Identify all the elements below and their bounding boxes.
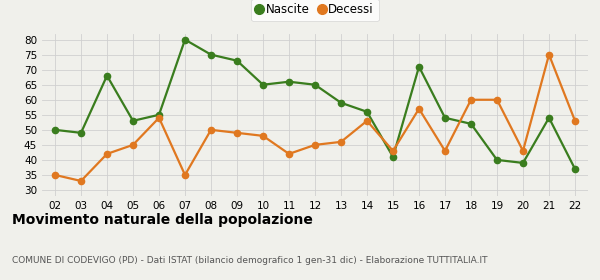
Nascite [181,38,188,41]
Nascite [364,110,371,113]
Decessi [130,143,137,146]
Nascite [545,116,553,120]
Line: Decessi: Decessi [52,52,578,184]
Decessi [259,134,266,137]
Decessi [155,116,163,120]
Nascite [77,131,85,134]
Nascite [311,83,319,87]
Nascite [52,128,59,132]
Text: Movimento naturale della popolazione: Movimento naturale della popolazione [12,213,313,227]
Nascite [130,119,137,122]
Decessi [442,149,449,153]
Nascite [389,155,397,158]
Decessi [233,131,241,134]
Nascite [286,80,293,83]
Nascite [442,116,449,120]
Decessi [77,179,85,183]
Decessi [415,107,422,111]
Nascite [259,83,266,87]
Decessi [364,119,371,122]
Nascite [155,113,163,116]
Decessi [545,53,553,56]
Decessi [103,152,110,156]
Nascite [233,59,241,62]
Decessi [286,152,293,156]
Nascite [103,74,110,77]
Text: COMUNE DI CODEVIGO (PD) - Dati ISTAT (bilancio demografico 1 gen-31 dic) - Elabo: COMUNE DI CODEVIGO (PD) - Dati ISTAT (bi… [12,256,487,265]
Nascite [415,65,422,68]
Nascite [493,158,500,162]
Decessi [52,173,59,177]
Decessi [493,98,500,101]
Decessi [389,149,397,153]
Decessi [181,173,188,177]
Nascite [520,161,527,165]
Nascite [571,167,578,171]
Line: Nascite: Nascite [52,36,578,172]
Decessi [571,119,578,122]
Nascite [467,122,475,125]
Decessi [520,149,527,153]
Decessi [337,140,344,144]
Decessi [208,128,215,132]
Legend: Nascite, Decessi: Nascite, Decessi [251,0,379,21]
Nascite [337,101,344,104]
Decessi [467,98,475,101]
Decessi [311,143,319,146]
Nascite [208,53,215,56]
